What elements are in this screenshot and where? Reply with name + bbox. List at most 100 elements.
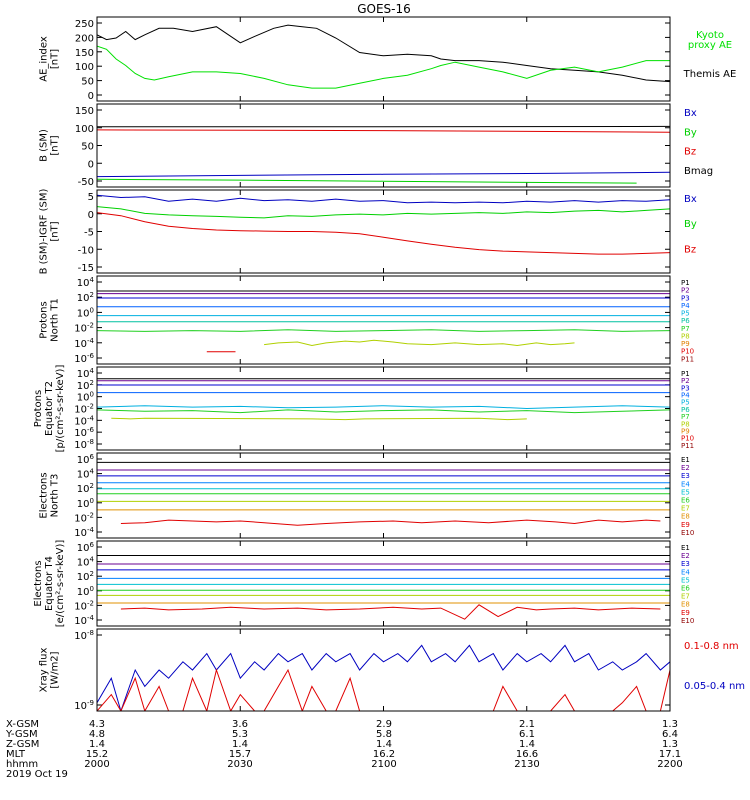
panel-frame [96, 16, 671, 102]
series-group [97, 290, 670, 353]
legend-entry: P11 [681, 442, 694, 450]
legend-entry: P9 [681, 427, 690, 435]
series-group [97, 461, 670, 526]
panel-pn: 104 102 100 10-2 10-4 10-6 Protons North T1 P1P2… [39, 275, 694, 365]
y-tick-label: -50 [78, 177, 94, 188]
legend-entry: 0.05-0.4 nm [684, 681, 745, 692]
legend-entry: Themis AE [683, 69, 737, 80]
legend-entry: P5 [681, 399, 690, 407]
legend-entry: Kyoto [696, 30, 724, 41]
series-line-p5 [97, 405, 670, 410]
legend-entry: Bx [684, 108, 697, 119]
y-tick-label: 10-2 [74, 511, 94, 524]
series-line-themis-ae [97, 24, 670, 83]
y-tick-label: 200 [75, 33, 94, 44]
legend-entry: E4 [681, 480, 690, 488]
y-axis-label: Xray flux [39, 648, 50, 693]
series-line-0-05-0-4-nm [97, 644, 670, 711]
legend-entry: E9 [681, 609, 690, 617]
legend-entry: 0.1-0.8 nm [684, 641, 739, 652]
legend-entry: Bmag [684, 166, 713, 177]
series-line-e9 [120, 519, 661, 526]
footer-value: 16.6 [516, 749, 538, 760]
footer-value: 2200 [657, 759, 682, 770]
legend-entry: E3 [681, 472, 690, 480]
y-axis-label: North T3 [50, 474, 61, 518]
y-axis-label: Equator T2 [44, 381, 55, 436]
y-tick-label: 10-4 [74, 337, 94, 350]
legend-entry: P2 [681, 377, 690, 385]
legend-entry: Bx [684, 194, 697, 205]
y-tick-label: 100 [77, 306, 94, 319]
legend-entry: P3 [681, 384, 690, 392]
y-tick-label: 10-9 [74, 699, 94, 712]
legend-entry: E2 [681, 464, 690, 472]
footer-row-label: X-GSM [6, 719, 39, 730]
footer-row-label: Y-GSM [5, 729, 38, 740]
y-tick-label: 106 [77, 453, 95, 466]
legend-entry: E6 [681, 497, 690, 505]
footer-value: 2000 [84, 759, 109, 770]
y-tick-label: 100 [75, 124, 94, 135]
footer-row-label: Z-GSM [6, 739, 39, 750]
y-tick-label: 5 [88, 192, 94, 203]
footer-value: 3.6 [232, 719, 248, 730]
y-tick-label: -5 [84, 228, 94, 239]
series-group [97, 194, 670, 255]
footer-value: 1.3 [662, 739, 678, 750]
legend-entry: P11 [681, 355, 694, 363]
legend-entry: E1 [681, 456, 690, 464]
y-axis-label: Electrons [39, 472, 50, 518]
y-tick-label: 100 [75, 62, 94, 73]
footer-value: 2.1 [519, 719, 535, 730]
panel-frame [96, 366, 671, 451]
series-line-bz [97, 129, 670, 133]
y-tick-label: 102 [77, 291, 94, 304]
series-group [97, 555, 670, 620]
footer-value: 6.1 [519, 729, 535, 740]
legend-entry: E10 [681, 529, 694, 537]
y-tick-label: 10-2 [74, 322, 94, 335]
series-line-p8 [111, 417, 527, 421]
y-tick-label: -15 [78, 263, 94, 274]
footer-value: 16.2 [373, 749, 395, 760]
footer-value: 2100 [371, 759, 396, 770]
y-tick-label: 10-6 [74, 352, 94, 365]
series-group [97, 24, 670, 89]
y-tick-label: 150 [75, 106, 94, 117]
y-tick-label: 10-6 [74, 426, 94, 439]
legend-entry: P2 [681, 287, 690, 295]
footer-value: 5.8 [376, 729, 392, 740]
y-tick-label: 100 [77, 391, 94, 404]
y-tick-label: 104 [77, 276, 95, 289]
y-tick-label: 10-2 [74, 403, 94, 416]
series-line-bx [97, 171, 670, 178]
y-axis-label: Electrons [33, 560, 44, 606]
legend-entry: P7 [681, 413, 690, 421]
y-axis-label: North T1 [50, 298, 61, 342]
footer-date: 2019 Oct 19 [6, 769, 68, 780]
y-tick-label: 104 [77, 556, 95, 569]
orbit-footer: X-GSMY-GSMZ-GSMMLThhmm4.34.81.415.220003… [5, 719, 683, 780]
y-tick-label: 10-4 [74, 614, 94, 627]
legend-entry: E7 [681, 593, 690, 601]
panel-xray: 10-8 10-9 Xray flux [W/m2] 0.1-0.8 nm 0.05-0.… [39, 628, 745, 712]
panel-bsm: 150 100 50 0 -50 B (SM) [nT] Bx By Bz Bmag [39, 103, 713, 188]
y-tick-label: 102 [77, 379, 94, 392]
y-tick-label: 102 [77, 482, 94, 495]
y-tick-label: 10-4 [74, 526, 94, 539]
panel-frame [96, 452, 671, 539]
legend-entry: E8 [681, 601, 690, 609]
footer-value: 5.3 [232, 729, 248, 740]
panel-frame [96, 275, 671, 365]
footer-row-label: hhmm [6, 759, 38, 770]
legend-entry: P8 [681, 420, 690, 428]
y-tick-label: 100 [77, 585, 94, 598]
legend-entry: P6 [681, 406, 690, 414]
y-tick-label: 10-2 [74, 599, 94, 612]
panel-frame [96, 628, 671, 712]
legend-entry: E1 [681, 544, 690, 552]
